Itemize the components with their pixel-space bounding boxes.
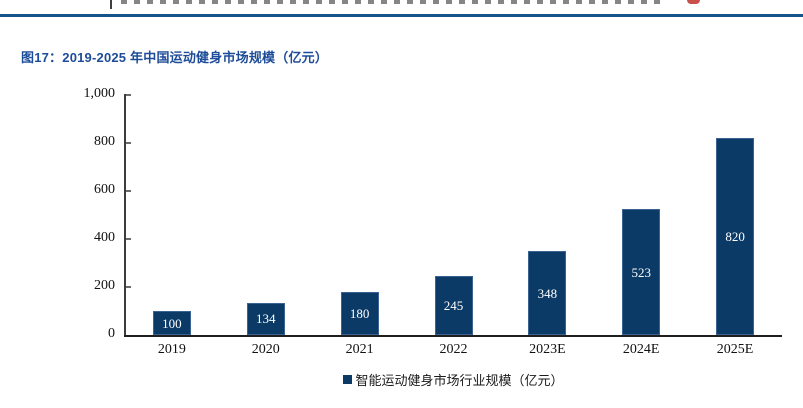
x-axis-tick-label: 2022 <box>439 342 468 357</box>
legend-label: 智能运动健身市场行业规模（亿元） <box>355 373 564 388</box>
bar-value-label: 245 <box>443 298 464 314</box>
y-axis-tick-label: 400 <box>94 230 115 245</box>
bar-value-label: 348 <box>537 285 558 301</box>
clipped-logo-fragment-icon <box>687 0 700 4</box>
y-axis-tick-label: 200 <box>94 278 115 293</box>
y-axis-tick <box>126 238 131 240</box>
bar-value-label: 523 <box>631 264 651 280</box>
x-axis-tick-label: 2024E <box>622 342 660 357</box>
bar-2019: 100 <box>152 311 191 335</box>
x-axis-tick-label: 2023E <box>529 342 566 357</box>
y-axis-tick <box>126 142 131 144</box>
figure-title: 图17：2019-2025 年中国运动健身市场规模（亿元） <box>21 50 329 65</box>
x-axis-tick-label: 2020 <box>251 342 280 357</box>
x-axis-tick-label: 2021 <box>345 342 374 357</box>
bar-2024E: 523 <box>622 209 661 335</box>
y-axis-tick <box>126 190 131 192</box>
y-axis-tick-label: 0 <box>108 326 115 341</box>
bar-2020: 134 <box>246 302 285 335</box>
chart-legend: 智能运动健身市场行业规模（亿元） <box>125 370 782 389</box>
x-axis-line <box>124 335 782 337</box>
section-divider-rule <box>0 14 803 17</box>
clipped-header-text-fragment <box>121 0 666 4</box>
x-axis-tick-label: 2025E <box>716 342 754 357</box>
y-axis-tick <box>126 286 131 288</box>
y-axis-tick-label: 800 <box>94 134 115 149</box>
y-axis-tick <box>126 94 131 96</box>
legend-marker-icon <box>343 375 353 384</box>
bar-value-label: 180 <box>349 305 370 321</box>
bar-value-label: 820 <box>725 229 745 245</box>
x-axis-tick-label: 2019 <box>157 342 186 357</box>
bar-2023E: 348 <box>528 251 567 335</box>
y-axis-line <box>124 94 126 336</box>
bar-2025E: 820 <box>716 138 755 335</box>
bar-value-label: 100 <box>162 315 182 331</box>
bar-value-label: 134 <box>256 311 276 327</box>
clipped-header-divider <box>110 0 112 9</box>
y-axis-tick-label: 600 <box>94 182 115 197</box>
bar-2022: 245 <box>434 276 473 335</box>
y-axis-tick-label: 1,000 <box>83 86 116 101</box>
bar-2021: 180 <box>340 291 379 335</box>
